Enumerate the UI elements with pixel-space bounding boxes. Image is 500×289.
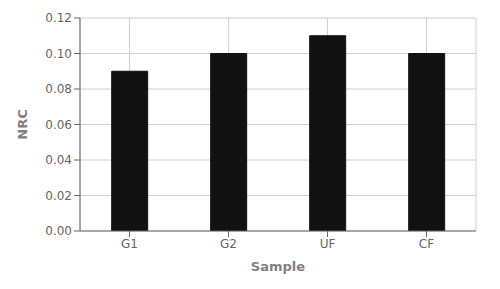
svg-text:0.00: 0.00 bbox=[45, 224, 72, 238]
svg-text:0.04: 0.04 bbox=[45, 153, 72, 167]
svg-text:Sample: Sample bbox=[251, 259, 305, 274]
svg-text:NRC: NRC bbox=[15, 109, 30, 139]
svg-text:UF: UF bbox=[320, 237, 336, 251]
svg-text:0.06: 0.06 bbox=[45, 118, 72, 132]
svg-text:0.12: 0.12 bbox=[45, 11, 72, 25]
svg-text:G1: G1 bbox=[121, 237, 138, 251]
svg-text:0.10: 0.10 bbox=[45, 47, 72, 61]
svg-text:CF: CF bbox=[419, 237, 434, 251]
svg-text:0.02: 0.02 bbox=[45, 189, 72, 203]
svg-text:G2: G2 bbox=[220, 237, 237, 251]
svg-text:0.08: 0.08 bbox=[45, 82, 72, 96]
